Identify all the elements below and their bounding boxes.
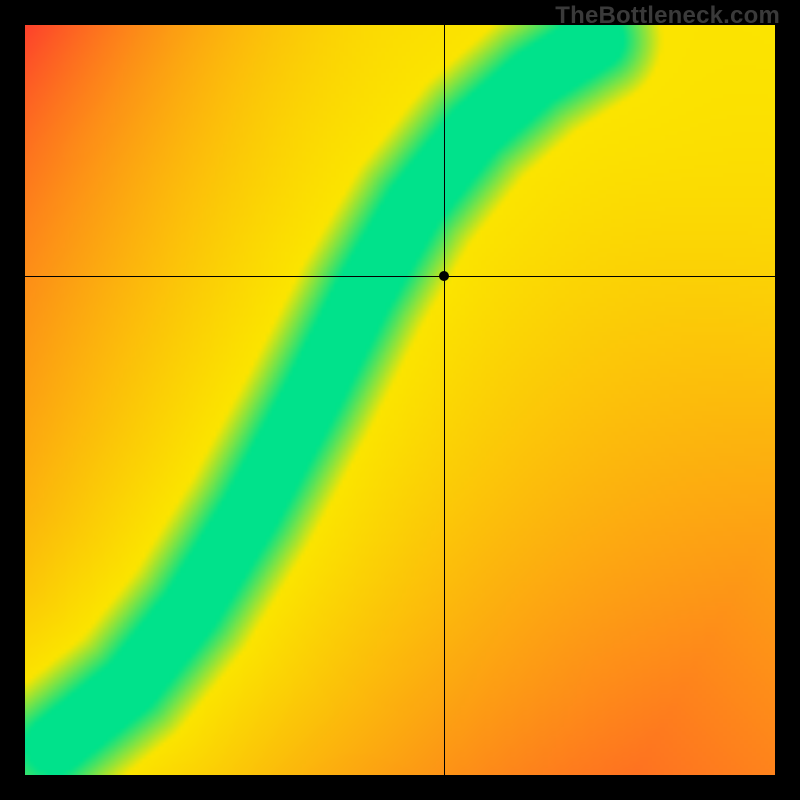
watermark: TheBottleneck.com bbox=[555, 2, 780, 30]
crosshair-marker-dot bbox=[439, 271, 449, 281]
heatmap-plot-area bbox=[25, 25, 775, 775]
crosshair-vertical-line bbox=[444, 25, 445, 775]
heatmap-canvas bbox=[25, 25, 775, 775]
crosshair-horizontal-line bbox=[25, 276, 775, 277]
